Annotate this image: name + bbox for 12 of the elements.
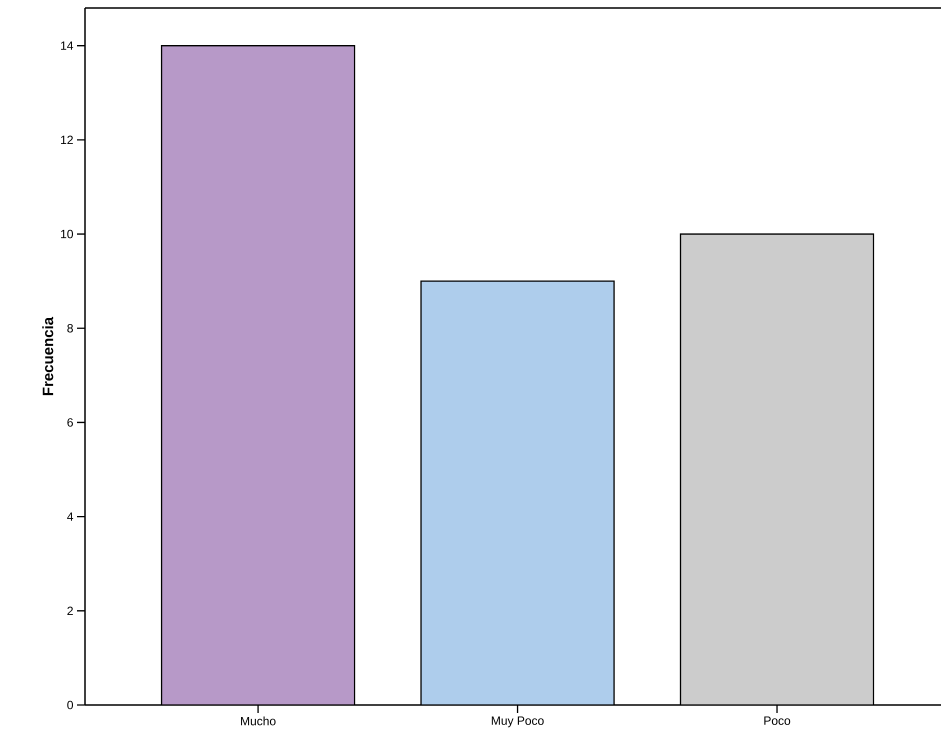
y-tick-label: 14	[61, 42, 74, 50]
y-tick-label: 6	[67, 418, 73, 427]
y-tick-label: 4	[67, 512, 74, 521]
x-tick-label: Muy Poco	[492, 716, 544, 728]
y-tick-label: 10	[61, 230, 74, 238]
x-tick-label: Poco	[764, 716, 790, 725]
y-tick-label: 8	[67, 324, 73, 332]
y-tick-label: 2	[67, 606, 73, 615]
y-tick-label: 0	[67, 700, 74, 710]
x-tick-label: Mucho	[241, 716, 276, 726]
y-axis-title: Frecuencia	[42, 316, 54, 396]
y-tick-label: 12	[61, 136, 73, 144]
